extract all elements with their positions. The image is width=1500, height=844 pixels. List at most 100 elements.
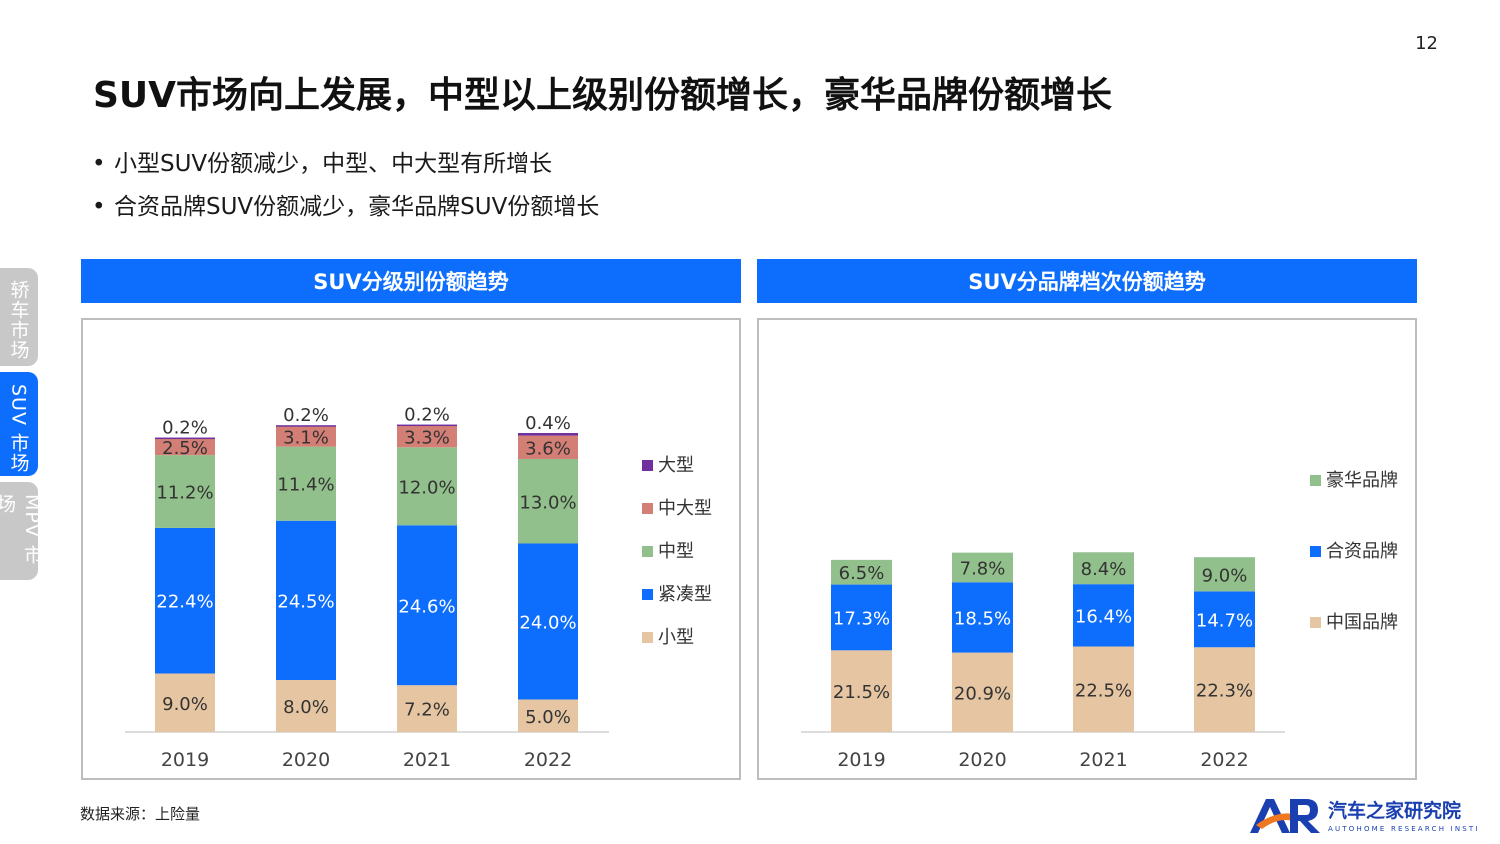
side-tab-label: MPV 市场 <box>0 494 43 565</box>
legend-label: 中型 <box>658 541 694 562</box>
data-label: 16.4% <box>1075 606 1132 627</box>
x-tick-label: 2022 <box>1200 749 1248 771</box>
x-tick-label: 2020 <box>282 749 330 771</box>
legend-label: 紧凑型 <box>658 584 712 605</box>
bar-segment <box>276 425 336 427</box>
data-label: 12.0% <box>398 477 455 498</box>
bar-segment <box>397 424 457 427</box>
x-tick-label: 2021 <box>1079 749 1127 771</box>
legend-label: 豪华品牌 <box>1326 470 1398 491</box>
bar-segment <box>155 455 215 528</box>
page-number: 12 <box>1415 33 1438 54</box>
data-label: 11.4% <box>277 475 334 496</box>
legend-swatch <box>642 589 653 600</box>
legend-swatch <box>1310 546 1321 557</box>
chart-brand-tier: 21.5% 17.3% 6.5% 2019 20.9% 18.5% 7.8% 2020 22.5… <box>801 470 1398 771</box>
data-label: 22.4% <box>156 592 213 613</box>
data-label: 7.8% <box>960 558 1006 579</box>
legend-swatch <box>642 632 653 643</box>
bar-segment <box>276 426 336 447</box>
bullet-dot: • <box>92 194 106 220</box>
bullet-item: • 小型SUV份额减少，中型、中大型有所增长 <box>92 143 599 186</box>
data-label: 24.6% <box>398 596 455 617</box>
legend-swatch <box>642 503 653 514</box>
x-tick-label: 2020 <box>958 749 1006 771</box>
bullet-dot: • <box>92 151 106 177</box>
x-tick-label: 2019 <box>837 749 885 771</box>
data-label: 7.2% <box>404 700 450 721</box>
data-label: 8.4% <box>1081 559 1127 580</box>
bullet-item: • 合资品牌SUV份额减少，豪华品牌SUV份额增长 <box>92 186 599 229</box>
data-label: 3.1% <box>283 428 329 449</box>
logo-name: 汽车之家研究院 <box>1328 799 1461 822</box>
data-label: 18.5% <box>954 608 1011 629</box>
data-label: 3.6% <box>525 438 571 459</box>
side-tab-sedan[interactable]: 轿车市场 <box>0 268 38 366</box>
bar-segment <box>831 584 892 651</box>
data-label: 22.5% <box>1075 680 1132 701</box>
data-label: 0.2% <box>283 405 329 426</box>
bar-segment <box>831 650 892 732</box>
bar-segment <box>952 582 1013 653</box>
data-label: 11.2% <box>156 483 213 504</box>
bar-segment <box>952 552 1013 583</box>
bar-segment <box>518 699 578 732</box>
data-label: 22.3% <box>1196 681 1253 702</box>
chart-panel-size-class: 9.0% 22.4% 11.2% 2.5% 0.2% 2019 8.0% 24.5% 11.4%… <box>81 318 741 780</box>
data-label: 17.3% <box>833 608 890 629</box>
data-label: 3.3% <box>404 428 450 449</box>
bullet-text: 合资品牌SUV份额减少，豪华品牌SUV份额增长 <box>114 194 600 220</box>
data-label: 0.4% <box>525 413 571 434</box>
data-label: 2.5% <box>162 438 208 459</box>
bar-segment <box>1194 557 1255 592</box>
bar-segment <box>397 447 457 526</box>
bar-segment <box>518 435 578 459</box>
bar-segment <box>155 673 215 732</box>
data-label: 24.0% <box>519 613 576 634</box>
legend-label: 中大型 <box>658 498 712 519</box>
data-label: 20.9% <box>954 683 1011 704</box>
side-tab-suv[interactable]: SUV 市场 <box>0 372 38 476</box>
data-label: 13.0% <box>519 492 576 513</box>
data-label: 21.5% <box>833 682 890 703</box>
bar-segment <box>831 559 892 585</box>
bullet-text: 小型SUV份额减少，中型、中大型有所增长 <box>114 151 553 177</box>
data-label: 0.2% <box>404 405 450 426</box>
bar-segment <box>1194 647 1255 732</box>
side-tab-label: SUV 市场 <box>7 384 30 474</box>
autohome-research-logo: 汽车之家研究院 AUTOHOME RESEARCH INSTITUTE <box>1250 799 1478 833</box>
bar-segment <box>952 652 1013 732</box>
bar-segment <box>518 543 578 700</box>
data-label: 6.5% <box>839 563 885 584</box>
side-tab-label: 轿车市场 <box>7 280 30 360</box>
page-title: SUV市场向上发展，中型以上级别份额增长，豪华品牌份额增长 <box>93 75 1113 116</box>
bar-segment <box>155 438 215 456</box>
chart-panel-brand-tier: 21.5% 17.3% 6.5% 2019 20.9% 18.5% 7.8% 2020 22.5… <box>757 318 1417 780</box>
legend-swatch <box>1310 475 1321 486</box>
legend-swatch <box>642 460 653 471</box>
bar-segment <box>397 685 457 732</box>
chart-size-class: 9.0%22.4%11.2%2.5%0.2%20198.0%24.5%11.4%… <box>125 405 712 771</box>
data-source: 数据来源：上险量 <box>80 805 201 823</box>
bar-segment <box>1073 552 1134 585</box>
side-tab-mpv[interactable]: MPV 市场 <box>0 482 43 580</box>
bar-segment <box>1073 584 1134 647</box>
bullet-list: • 小型SUV份额减少，中型、中大型有所增长 • 合资品牌SUV份额减少，豪华品牌S… <box>92 143 599 229</box>
bar-segment <box>397 525 457 686</box>
bar-segment <box>518 459 578 544</box>
data-label: 5.0% <box>525 707 571 728</box>
x-tick-label: 2019 <box>161 749 209 771</box>
chart-title-size-class: SUV分级别份额趋势 <box>81 259 741 303</box>
x-tick-label: 2022 <box>524 749 572 771</box>
chart-title-brand-tier: SUV分品牌档次份额趋势 <box>757 259 1417 303</box>
data-label: 14.7% <box>1196 610 1253 631</box>
data-label: 8.0% <box>283 697 329 718</box>
data-label: 9.0% <box>162 694 208 715</box>
logo-subtitle: AUTOHOME RESEARCH INSTITUTE <box>1328 825 1478 833</box>
bar-segment <box>1194 591 1255 648</box>
bar-segment <box>397 425 457 448</box>
bar-segment <box>1073 646 1134 732</box>
data-label: 0.2% <box>162 418 208 439</box>
legend-label: 小型 <box>658 627 694 648</box>
bar-segment <box>155 527 215 674</box>
